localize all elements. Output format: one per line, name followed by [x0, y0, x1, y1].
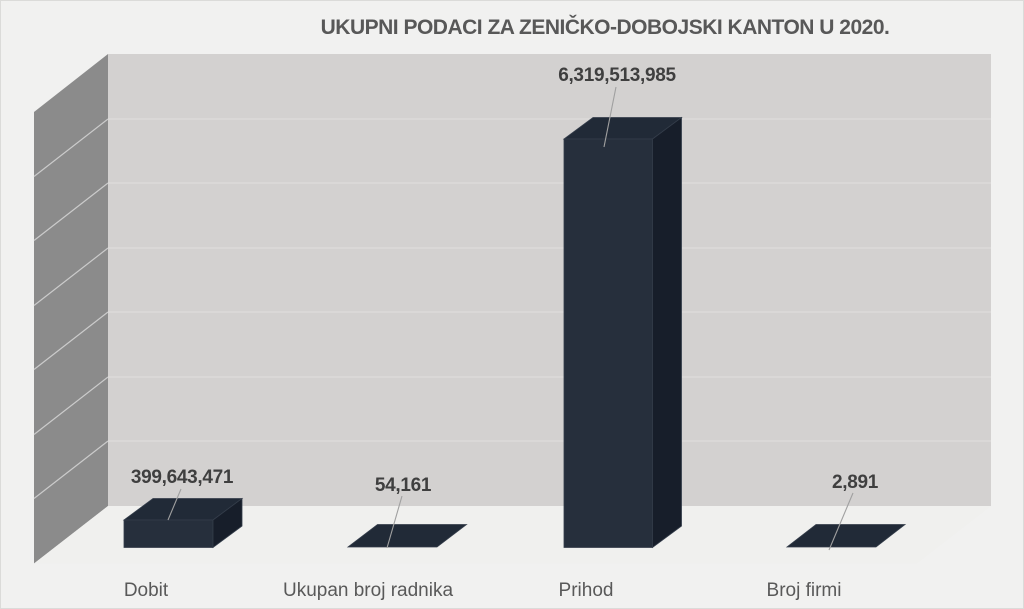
- gridline: [33, 311, 109, 370]
- bar-prihod-front-face: [563, 138, 653, 548]
- value-label-dobit: 399,643,471: [131, 467, 234, 488]
- category-labels: Dobit Ukupan broj radnika Prihod Broj fi…: [124, 580, 842, 601]
- bar-ukupan-broj-radnika: [346, 524, 468, 548]
- gridline: [33, 118, 109, 177]
- value-labels: 399,643,471 54,161 6,319,513,985 2,891: [131, 65, 879, 496]
- leader-line-ukupan-broj-radnika: [386, 495, 403, 549]
- gridline: [33, 247, 109, 306]
- chart-title: UKUPNI PODACI ZA ZENIČKO-DOBOJSKI KANTON…: [321, 15, 890, 39]
- leader-lines: [167, 86, 854, 551]
- plot-area: [34, 54, 991, 564]
- gridline: [33, 376, 109, 435]
- category-label-prihod: Prihod: [559, 580, 614, 601]
- value-label-broj-firmi: 2,891: [832, 472, 879, 493]
- category-label-broj-firmi: Broj firmi: [767, 580, 842, 601]
- bar-prihod: [562, 116, 683, 549]
- bar-broj-firmi-top-face: [785, 524, 907, 548]
- floor: [34, 506, 991, 564]
- side-wall-gridlines: [33, 118, 109, 499]
- gridline: [33, 440, 109, 499]
- leader-line-prihod: [603, 86, 617, 148]
- value-label-prihod: 6,319,513,985: [558, 65, 676, 86]
- bar-dobit-side-face: [212, 497, 243, 549]
- bar-broj-firmi: [785, 524, 907, 548]
- gridline: [33, 182, 109, 241]
- bar-prihod-side-face: [652, 116, 682, 549]
- back-wall: [108, 54, 991, 506]
- side-wall: [34, 54, 108, 564]
- back-wall-gridlines: [108, 118, 991, 442]
- bar-dobit-front-face: [123, 519, 214, 548]
- category-label-ukupan-broj-radnika: Ukupan broj radnika: [283, 580, 453, 601]
- leader-line-dobit: [167, 488, 182, 521]
- value-label-ukupan-broj-radnika: 54,161: [375, 475, 432, 496]
- category-label-dobit: Dobit: [124, 580, 169, 601]
- bar-ukupan-broj-radnika-top-face: [346, 524, 468, 548]
- leader-line-broj-firmi: [828, 492, 854, 551]
- bar-dobit: [122, 497, 244, 549]
